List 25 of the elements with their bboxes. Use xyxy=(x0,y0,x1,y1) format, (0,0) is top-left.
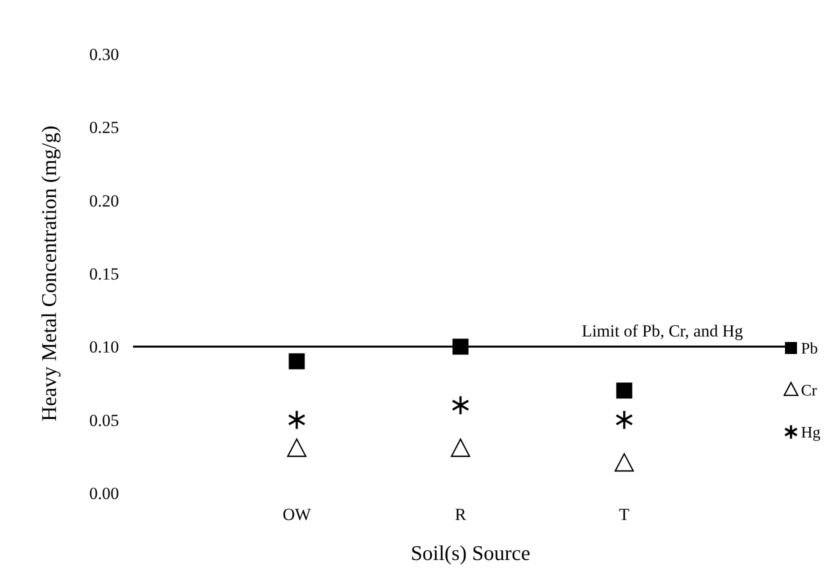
x-tick-label: R xyxy=(454,505,467,524)
y-tick-label: 0.30 xyxy=(89,44,119,64)
point xyxy=(615,410,634,430)
y-tick-label: 0.15 xyxy=(89,264,119,284)
y-tick-label: 0.20 xyxy=(89,191,119,210)
y-tick-label: 0.10 xyxy=(89,338,119,357)
point xyxy=(288,353,305,370)
ref-line-label: Limit of Pb, Cr, and Hg xyxy=(582,322,744,341)
point xyxy=(452,338,468,355)
point xyxy=(614,453,634,472)
y-tick-label: 0.00 xyxy=(89,484,119,503)
x-tick-label: T xyxy=(619,505,630,524)
y-axis-title: Heavy Metal Concentration (mg/g) xyxy=(37,126,61,422)
point xyxy=(288,410,306,430)
x-axis-title: Soil(s) Source xyxy=(410,541,530,565)
point xyxy=(452,395,470,416)
point xyxy=(616,382,632,399)
y-tick-label: 0.25 xyxy=(89,118,119,138)
legend-label: Pb xyxy=(801,340,818,358)
legend-label: Hg xyxy=(801,424,821,442)
point xyxy=(287,438,306,457)
x-tick-label: OW xyxy=(282,505,312,524)
y-tick-label: 0.05 xyxy=(89,410,119,430)
legend-label: Cr xyxy=(801,382,818,400)
point xyxy=(450,438,470,457)
